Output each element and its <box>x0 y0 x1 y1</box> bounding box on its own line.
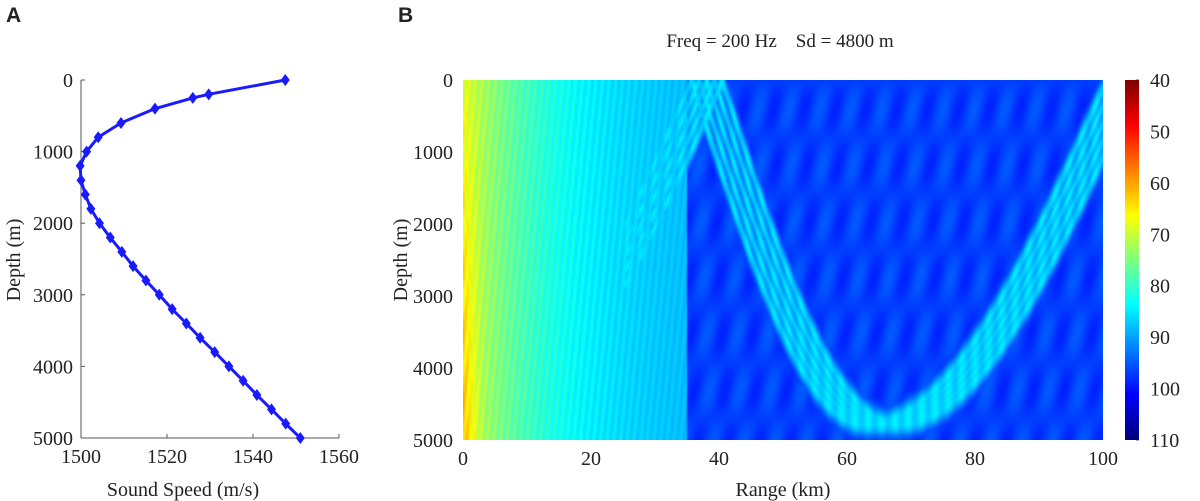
x-tick-label: 1560 <box>319 446 359 468</box>
data-point-marker <box>93 131 103 144</box>
y-tick-label: 5000 <box>413 430 453 452</box>
colorbar-tick-label: 50 <box>1150 121 1170 143</box>
panel-b-axes: 0 20 40 60 80 1000100020003000400050004050607… <box>413 70 1180 470</box>
panel-a-xlabel: Sound Speed (m/s) <box>107 479 259 501</box>
data-point-marker <box>188 91 198 104</box>
x-tick-label: 60 <box>837 448 857 470</box>
data-point-marker <box>210 346 220 359</box>
panel-b-ylabel: Depth (m) <box>390 219 412 302</box>
y-tick-label: 3000 <box>413 286 453 308</box>
y-tick-label: 2000 <box>33 213 73 235</box>
data-point-marker <box>75 159 85 172</box>
data-point-marker <box>80 188 90 201</box>
data-point-marker <box>238 374 248 387</box>
x-tick-label: 0 <box>458 448 468 470</box>
colorbar-tick-label: 60 <box>1150 173 1170 195</box>
data-point-marker <box>82 145 92 158</box>
panel-label-a: A <box>6 4 21 27</box>
y-tick-label: 1000 <box>33 142 73 164</box>
y-tick-label: 2000 <box>413 214 453 236</box>
colorbar-tick-label: 90 <box>1150 327 1170 349</box>
data-point-marker <box>252 389 262 402</box>
data-point-marker <box>94 217 104 230</box>
data-point-marker <box>280 74 290 86</box>
y-tick-label: 3000 <box>33 285 73 307</box>
data-point-marker <box>86 202 96 215</box>
y-tick-label: 0 <box>63 70 73 92</box>
x-tick-label: 1540 <box>233 446 273 468</box>
y-tick-label: 5000 <box>33 428 73 450</box>
data-point-marker <box>76 174 86 187</box>
panel-a-axes: 1500 1520 1540 1560 0 1000 2000 3000 4000 5000 <box>33 70 359 468</box>
x-tick-label: 100 <box>1088 448 1118 470</box>
sound-speed-line <box>78 78 302 440</box>
data-point-marker <box>204 88 214 101</box>
data-point-marker <box>224 360 234 373</box>
colorbar-tick-label: 40 <box>1150 70 1170 92</box>
panel-label-b: B <box>398 4 413 27</box>
y-tick-label: 4000 <box>413 358 453 380</box>
data-point-marker <box>295 432 305 444</box>
y-tick-label: 0 <box>443 70 453 92</box>
data-point-marker <box>154 288 164 301</box>
panel-a-ylabel: Depth (m) <box>3 219 25 302</box>
x-tick-label: 40 <box>709 448 729 470</box>
data-point-marker <box>266 403 276 416</box>
data-point-marker <box>117 245 127 258</box>
panel-b-xlabel: Range (km) <box>736 479 831 501</box>
x-tick-label: 20 <box>581 448 601 470</box>
colorbar-tick-label: 80 <box>1150 276 1170 298</box>
colorbar-tick-label: 100 <box>1150 379 1180 401</box>
x-tick-label: 1500 <box>61 446 101 468</box>
data-point-marker <box>281 417 291 430</box>
panel-b-title: Freq = 200 Hz Sd = 4800 m <box>666 31 893 52</box>
colorbar-tick-label: 110 <box>1150 430 1179 452</box>
colorbar-tick-label: 70 <box>1150 224 1170 246</box>
data-point-marker <box>181 317 191 330</box>
y-tick-label: 1000 <box>413 142 453 164</box>
data-point-marker <box>116 116 126 129</box>
x-tick-label: 1520 <box>147 446 187 468</box>
data-point-marker <box>167 303 177 316</box>
data-point-marker <box>141 274 151 287</box>
data-point-marker <box>128 260 138 273</box>
data-point-marker <box>150 102 160 115</box>
y-tick-label: 4000 <box>33 356 73 378</box>
transmission-loss-heatmap <box>463 80 1103 440</box>
x-tick-label: 80 <box>965 448 985 470</box>
data-point-marker <box>195 331 205 344</box>
data-point-marker <box>105 231 115 244</box>
colorbar <box>1125 80 1139 440</box>
